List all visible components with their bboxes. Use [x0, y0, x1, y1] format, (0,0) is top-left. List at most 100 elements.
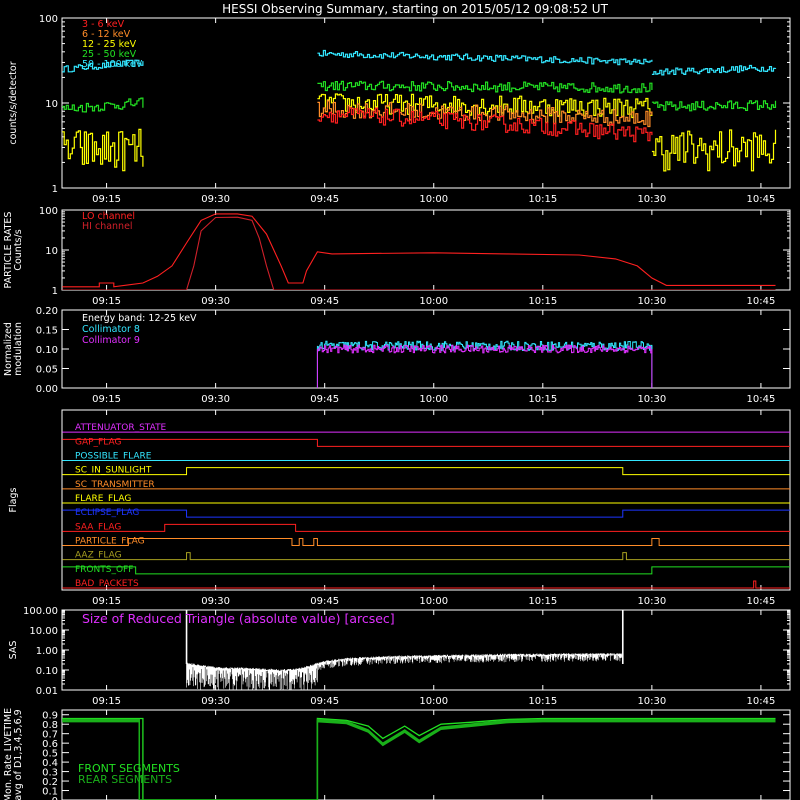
flags-x-tick-label: 10:45	[747, 596, 776, 607]
particle-x-tick-label: 10:15	[528, 296, 557, 307]
rates-x-tick-label: 09:45	[310, 194, 339, 205]
sas-series-trace	[186, 653, 624, 690]
flags-x-tick-label: 09:30	[201, 596, 230, 607]
modulation-x-tick-label: 09:15	[92, 394, 121, 405]
modulation-y-label: modulation	[13, 322, 24, 376]
flag-line-eclipse-flag	[62, 509, 790, 518]
modulation-x-tick-label: 10:15	[528, 394, 557, 405]
flag-line-fronts-off	[62, 566, 790, 575]
modulation-y-tick-label: 0.15	[36, 326, 58, 337]
particle-x-tick-label: 09:15	[92, 296, 121, 307]
flag-label-sc-in-sunlight: SC_IN_SUNLIGHT	[75, 466, 152, 476]
modulation-x-tick-label: 10:30	[637, 394, 666, 405]
flag-label-gap-flag: GAP_FLAG	[75, 437, 121, 447]
sas-x-tick-label: 10:45	[747, 696, 776, 707]
livetime-y-tick-label: 0.6	[42, 739, 58, 750]
rates-x-tick-label: 09:30	[201, 194, 230, 205]
rates-y-tick-label: 100	[39, 14, 58, 25]
livetime-y-tick-label: 0.5	[42, 749, 58, 760]
sas-x-tick-label: 10:15	[528, 696, 557, 707]
modulation-y-tick-label: 0.05	[36, 365, 58, 376]
rates-series-50-100-kev	[317, 49, 653, 66]
particle-x-tick-label: 10:00	[419, 296, 448, 307]
livetime-y-label: avg of D1,3,4,5,6,9	[13, 709, 24, 800]
modulation-y-tick-label: 0.10	[36, 345, 58, 356]
livetime-y-tick-label: 0.1	[42, 787, 58, 798]
rates-legend-entry: 6 - 12 keV	[82, 29, 131, 40]
livetime-legend-entry: FRONT SEGMENTS	[78, 762, 180, 775]
livetime-series-rear-segments	[62, 718, 776, 800]
sas-y-tick-label: 0.01	[36, 686, 58, 697]
livetime-series-rear-segments	[62, 721, 776, 800]
sas-y-tick-label: 0.10	[36, 666, 58, 677]
rates-series-25-50-kev	[317, 80, 653, 94]
flag-label-particle-flag: PARTICLE_FLAG	[75, 537, 145, 547]
sas-x-tick-label: 10:00	[419, 696, 448, 707]
livetime-y-tick-label: 0.9	[42, 711, 58, 722]
particle-frame	[61, 209, 791, 291]
flag-line-gap-flag	[62, 438, 790, 447]
flag-label-attenuator-state: ATTENUATOR_STATE	[75, 423, 167, 433]
particle-x-tick-label: 09:30	[201, 296, 230, 307]
particle-plot-area	[62, 213, 776, 290]
livetime-series-front-segments	[62, 717, 776, 800]
sas-y-tick-label: 1.00	[36, 646, 58, 657]
flags-frame	[61, 409, 791, 591]
flags-x-tick-label: 10:00	[419, 596, 448, 607]
rates-x-tick-label: 09:15	[92, 194, 121, 205]
flag-label-possible-flare: POSSIBLE_FLARE	[75, 452, 152, 462]
sas-y-tick-label: 100.00	[23, 606, 58, 617]
livetime-y-tick-label: 0.2	[42, 777, 58, 788]
rates-y-tick-label: 1	[52, 184, 58, 195]
flags-panel: 09:15 09:30 09:45 10:00 10:15 10:30 10:45 Flags…	[8, 409, 791, 607]
particle-y-tick-label: 10	[45, 246, 58, 257]
rates-y-label: counts/s/detector	[8, 61, 19, 144]
modulation-x-tick-label: 10:00	[419, 394, 448, 405]
flags-x-tick-label: 09:15	[92, 596, 121, 607]
sas-panel: 09:15 09:30 09:45 10:00 10:15 10:30 10:45 SAS 0.…	[8, 606, 791, 707]
particle-y-label: Counts/s	[13, 229, 24, 270]
livetime-y-tick-label: 0.7	[42, 730, 58, 741]
flag-label-eclipse-flag: ECLIPSE_FLAG	[75, 508, 139, 518]
flags-y-label: Flags	[8, 487, 19, 512]
modulation-series-collimator-9	[317, 344, 653, 354]
modulation-x-tick-label: 10:45	[747, 394, 776, 405]
particle-y-label: PARTICLE RATES	[3, 212, 14, 289]
flag-label-saa-flag: SAA_FLAG	[75, 522, 121, 532]
rates-series-12-25-kev	[62, 128, 144, 172]
flag-label-flare-flag: FLARE_FLAG	[75, 494, 131, 504]
modulation-x-tick-label: 09:30	[201, 394, 230, 405]
modulation-y-tick-label: 0.20	[36, 306, 58, 317]
rates-legend-entry: 12 - 25 keV	[82, 39, 137, 50]
sas-y-tick-label: 10.00	[29, 626, 58, 637]
rates-y-tick-label: 10	[45, 99, 58, 110]
rates-series-50-100-kev	[62, 59, 144, 73]
modulation-y-tick-label: 0.00	[36, 384, 58, 395]
livetime-y-tick-label: 0.4	[42, 758, 58, 769]
flag-label-bad-packets: BAD_PACKETS	[75, 579, 139, 589]
flags-x-tick-label: 09:45	[310, 596, 339, 607]
flag-label-fronts-off: FRONTS_OFF	[75, 565, 133, 575]
livetime-frame	[61, 709, 791, 800]
flags-x-tick-label: 10:15	[528, 596, 557, 607]
livetime-legend-entry: REAR SEGMENTS	[78, 773, 172, 786]
particle-x-tick-label: 10:45	[747, 296, 776, 307]
particle-x-tick-label: 09:45	[310, 296, 339, 307]
modulation-annotation: Energy band: 12-25 keV	[82, 313, 197, 324]
rates-series-25-50-kev	[62, 97, 144, 113]
rates-legend-entry: 3 - 6 keV	[82, 19, 125, 30]
livetime-y-tick-label: 0.8	[42, 720, 58, 731]
sas-series-label: Size of Reduced Triangle (absolute value…	[82, 611, 395, 626]
livetime-series-rear-segments	[62, 720, 776, 800]
modulation-plot-area	[316, 340, 653, 388]
sas-x-tick-label: 09:15	[92, 696, 121, 707]
sas-x-tick-label: 09:30	[201, 696, 230, 707]
rates-series-3-6-kev	[317, 107, 653, 143]
rates-series-12-25-kev	[651, 129, 777, 172]
modulation-x-tick-label: 09:45	[310, 394, 339, 405]
sas-plot-area	[185, 610, 624, 690]
flag-label-aaz-flag: AAZ_FLAG	[75, 551, 122, 561]
livetime-plot-area	[62, 717, 776, 800]
rates-series-6-12-kev	[317, 100, 653, 128]
